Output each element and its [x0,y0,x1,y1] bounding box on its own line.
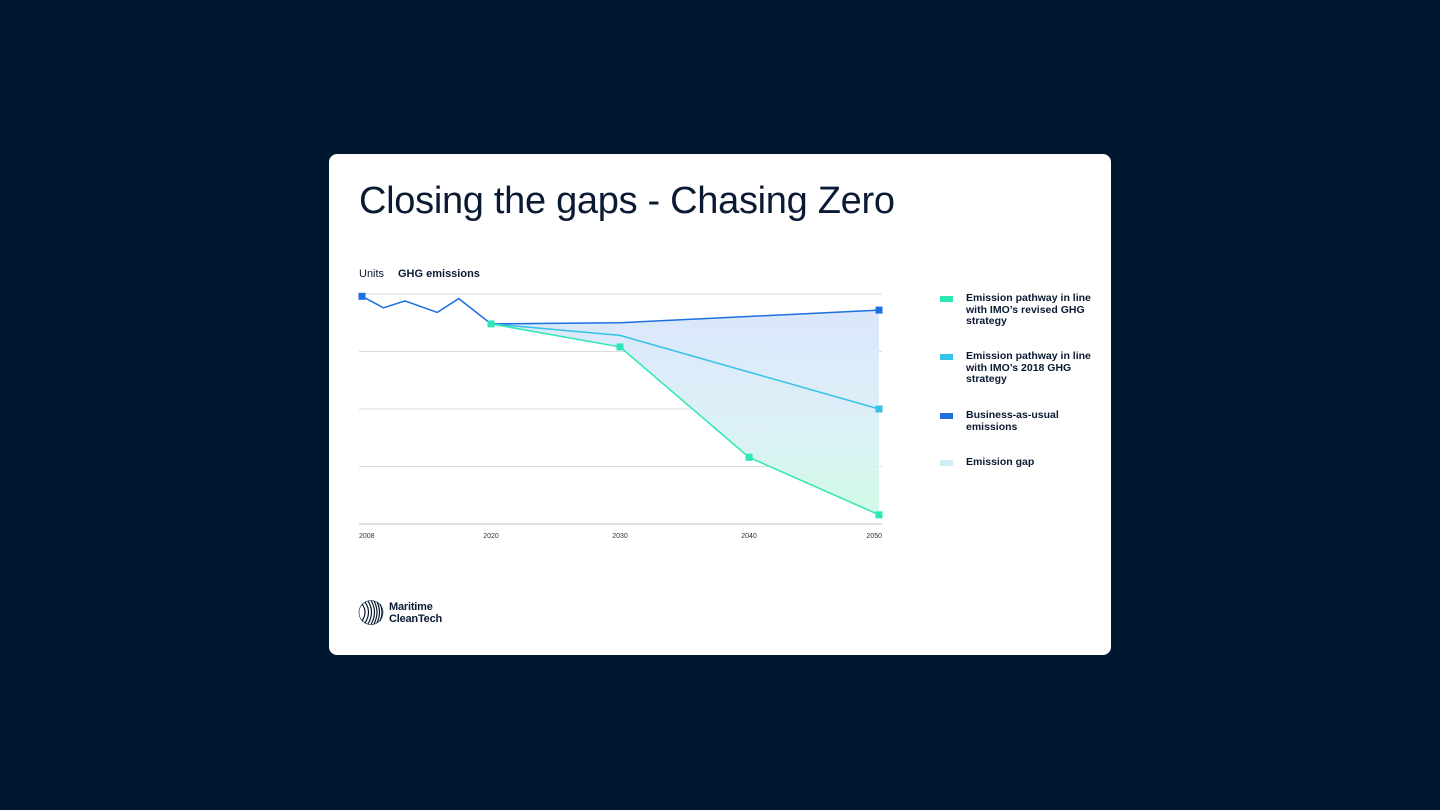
series-line [490,323,880,516]
x-tick-label: 2020 [483,533,499,540]
x-tick-label: 2030 [612,533,628,540]
legend-label: Emission pathway in line with IMO’s revi… [966,292,1091,327]
x-tick-label: 2040 [741,533,757,540]
legend-swatch [940,296,953,302]
series-line [361,295,880,325]
data-marker [358,292,366,300]
x-tick-label: 2008 [359,533,375,540]
data-marker [875,511,883,519]
title: Closing the gaps - Chasing Zero [359,180,895,222]
legend-swatch [940,354,953,360]
units-label: Units [359,268,385,280]
legend-label: Emission gap [966,456,1035,468]
emission-gap-area [491,310,879,515]
logo-text: CleanTech [389,613,443,625]
legend-label: Emission pathway in line with IMO’s 2018… [966,350,1091,385]
legend-swatch [940,460,953,466]
data-marker [745,453,753,461]
data-marker [875,306,883,314]
legend-label: Business-as-usual emissions [966,409,1059,433]
logo-icon [358,600,384,625]
units-value: GHG emissions [398,268,480,280]
data-marker [487,320,495,328]
logo-text: Maritime [389,601,433,613]
x-tick-label: 2050 [866,533,882,540]
data-marker [616,343,624,351]
series-line [490,323,880,410]
legend-swatch [940,413,953,419]
data-marker [875,405,883,413]
